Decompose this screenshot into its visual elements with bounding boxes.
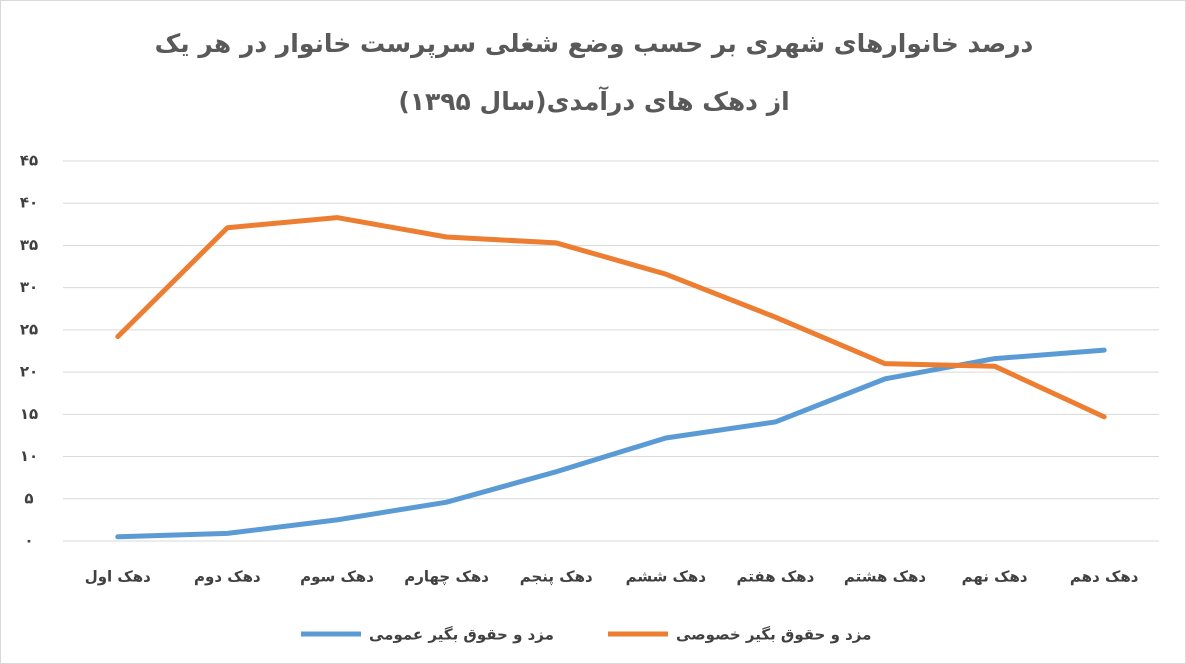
y-tick-label: ۱۵: [20, 405, 38, 423]
legend-label: مزد و حقوق بگیر عمومی: [369, 626, 554, 644]
x-tick-label: دهک دوم: [194, 568, 261, 586]
x-tick-label: دهک هشتم: [844, 568, 927, 586]
x-tick-label: دهک دهم: [1070, 568, 1139, 586]
x-tick-label: دهک سوم: [300, 568, 374, 586]
x-tick-label: دهک نهم: [962, 568, 1028, 586]
x-tick-label: دهک ششم: [626, 568, 707, 586]
y-tick-label: ۰: [24, 532, 33, 550]
x-tick-label: دهک پنجم: [520, 568, 593, 587]
line-series: [115, 215, 1107, 420]
y-tick-label: ۲۵: [20, 320, 38, 338]
y-tick-label: ۱۰: [20, 447, 38, 465]
y-tick-label: ۲۰: [20, 363, 38, 381]
y-tick-label: ۴۰: [20, 194, 38, 212]
x-tick-label: دهک چهارم: [404, 568, 489, 587]
y-tick-label: ۳۰: [20, 278, 38, 296]
y-tick-label: ۴۵: [20, 152, 38, 170]
line-series: [115, 347, 1107, 540]
x-tick-label: دهک هفتم: [737, 568, 815, 586]
x-tick-label: دهک اول: [85, 568, 151, 586]
legend-label: مزد و حقوق بگیر خصوصی: [676, 626, 871, 644]
chart-title: درصد خانوارهای شهری بر حسب وضع شغلی سرپر…: [154, 29, 1034, 116]
y-tick-label: ۵: [24, 489, 33, 507]
y-tick-label: ۳۵: [20, 236, 38, 254]
